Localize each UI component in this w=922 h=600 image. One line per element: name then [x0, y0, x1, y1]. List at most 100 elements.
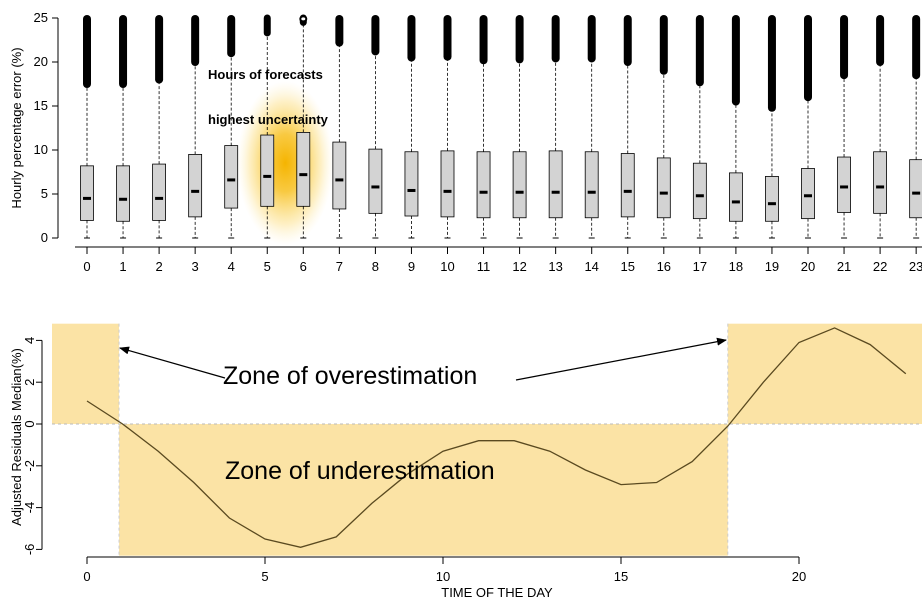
- iqr-box: [188, 153, 203, 218]
- box-hour-2: [152, 15, 167, 239]
- box-hour-3: [188, 15, 203, 239]
- line-series: [86, 327, 907, 548]
- y-tick-label: -4: [22, 502, 37, 514]
- box-hour-9: [404, 15, 419, 239]
- box-hour-16: [656, 15, 671, 239]
- y-axis: 0 5 10 15 20 25: [34, 10, 59, 245]
- x-tick-label: 21: [837, 259, 851, 274]
- iqr-box: [512, 151, 527, 219]
- box-hour-21: [837, 15, 851, 239]
- outlier-point: [299, 15, 308, 23]
- iqr-box: [296, 131, 311, 207]
- iqr-box: [656, 157, 671, 219]
- y-axis-label: Adjusted Residuals Median(%): [9, 348, 24, 526]
- box-hour-1: [116, 15, 130, 239]
- iqr-box: [332, 141, 347, 210]
- x-axis: 0 1 2 3 4 5 6 7 8 9 10 11 12 13 14 15 16 17 18 19 20 21 22 23: [75, 246, 922, 274]
- zone-overestimation-label: Zone of overestimation: [223, 362, 477, 390]
- x-tick-label: 19: [765, 259, 779, 274]
- x-tick-label: 10: [440, 259, 454, 274]
- iqr-box: [80, 165, 94, 221]
- underestimation-zone: [119, 424, 728, 556]
- box-hour-8: [368, 15, 383, 239]
- y-tick-label: 10: [34, 142, 48, 157]
- overestimation-zone: [727, 323, 922, 424]
- x-tick-label: 6: [300, 259, 307, 274]
- x-tick-label: 15: [621, 259, 635, 274]
- y-tick-label: 4: [22, 337, 37, 344]
- box-hour-10: [440, 15, 455, 239]
- zones: [52, 323, 922, 556]
- y-tick-label: -2: [22, 460, 37, 472]
- x-tick-label: 13: [548, 259, 562, 274]
- x-tick-label: 12: [512, 259, 526, 274]
- x-tick-label: 22: [873, 259, 887, 274]
- iqr-box: [260, 134, 275, 207]
- iqr-box: [729, 172, 743, 222]
- x-tick-label: 1: [119, 259, 126, 274]
- guide-lines: [52, 323, 922, 556]
- x-tick-label: 10: [436, 569, 450, 584]
- box-hour-12: [512, 15, 527, 239]
- residuals-line-chart: -6 -4 -2 0 2 4 0 5 10 15 20 Adjusted Residuals Me…: [9, 323, 922, 600]
- x-tick-label: 5: [264, 259, 271, 274]
- y-tick-label: -6: [22, 544, 37, 556]
- x-tick-label: 8: [372, 259, 379, 274]
- annotation-highest-uncertainty: highest uncertainty: [208, 112, 329, 127]
- iqr-box: [837, 156, 851, 213]
- box-hour-4: [224, 15, 239, 239]
- iqr-box: [368, 148, 383, 214]
- x-tick-label: 14: [584, 259, 598, 274]
- x-tick-label: 16: [657, 259, 671, 274]
- y-tick-label: 0: [22, 420, 37, 427]
- iqr-box: [152, 163, 167, 221]
- x-tick-label: 2: [155, 259, 162, 274]
- y-axis: -6 -4 -2 0 2 4: [22, 337, 43, 556]
- box-hour-0: [80, 15, 94, 239]
- arrow-left: [119, 346, 226, 379]
- annotation-hours-of-forecasts: Hours of forecasts: [208, 67, 323, 82]
- x-tick-label: 20: [801, 259, 815, 274]
- box-hour-11: [476, 15, 491, 239]
- zone-underestimation-label: Zone of underestimation: [225, 457, 495, 485]
- highlight-glow: [237, 81, 334, 245]
- residuals-line: [86, 327, 907, 548]
- uncertainty-glow: [237, 81, 334, 245]
- x-tick-label: 17: [693, 259, 707, 274]
- iqr-box: [620, 153, 635, 218]
- x-axis-label: TIME OF THE DAY: [441, 585, 553, 600]
- box-hour-23: [909, 15, 922, 239]
- iqr-box: [116, 165, 130, 222]
- iqr-box: [404, 151, 419, 217]
- y-tick-label: 5: [41, 186, 48, 201]
- box-hour-14: [584, 15, 599, 239]
- y-axis-label: Hourly percentage error (%): [9, 47, 24, 208]
- y-tick-label: 15: [34, 98, 48, 113]
- iqr-box: [440, 150, 455, 218]
- box-hour-15: [620, 15, 635, 239]
- boxplot-series: [80, 14, 922, 239]
- box-hour-17: [692, 15, 707, 239]
- y-tick-label: 25: [34, 10, 48, 25]
- box-hour-7: [332, 15, 347, 239]
- box-hour-18: [729, 15, 743, 239]
- iqr-box: [801, 168, 815, 220]
- iqr-box: [476, 151, 491, 219]
- x-tick-label: 3: [192, 259, 199, 274]
- iqr-box: [765, 175, 779, 222]
- box-hour-13: [548, 15, 563, 239]
- box-hour-19: [765, 15, 779, 239]
- arrow-right: [515, 337, 727, 381]
- iqr-box: [909, 159, 922, 219]
- x-tick-label: 5: [261, 569, 268, 584]
- iqr-box: [692, 162, 707, 220]
- box-hour-20: [801, 15, 815, 239]
- y-tick-label: 0: [41, 230, 48, 245]
- x-tick-label: 0: [83, 259, 90, 274]
- x-tick-label: 4: [228, 259, 235, 274]
- iqr-box: [548, 150, 563, 219]
- x-tick-label: 7: [336, 259, 343, 274]
- x-tick-label: 9: [408, 259, 415, 274]
